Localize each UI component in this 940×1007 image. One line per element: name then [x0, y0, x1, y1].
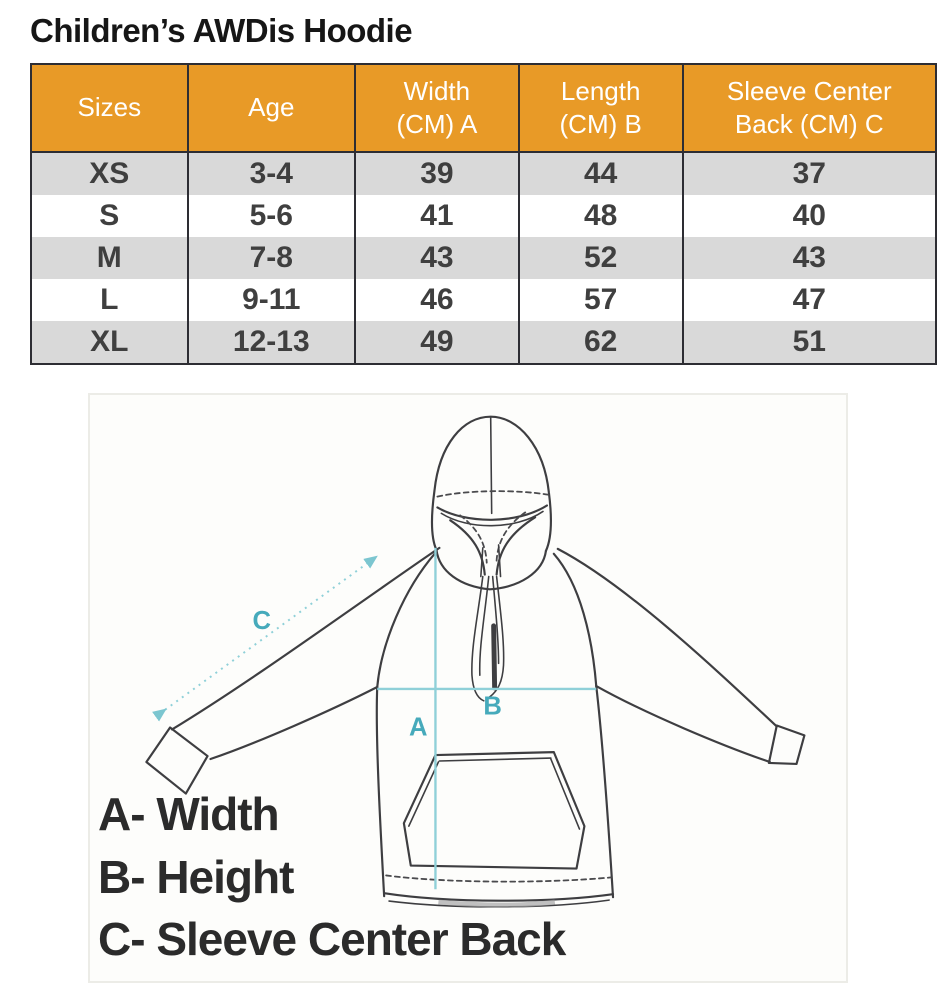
measure-label-a: A — [409, 713, 428, 741]
kangaroo-pocket — [402, 751, 586, 870]
table-row-l: L 9-11 46 57 47 — [31, 279, 936, 321]
header-text: (CM) B — [559, 109, 642, 139]
measurement-legend: A- Width B- Height C- Sleeve Center Back — [98, 783, 566, 971]
cell-sleeve: 47 — [681, 279, 936, 321]
right-sleeve — [552, 547, 806, 766]
cell-length: 57 — [517, 279, 683, 321]
col-header-width: Width (CM) A — [353, 64, 519, 153]
legend-item-width: A- Width — [98, 788, 280, 840]
col-header-length: Length (CM) B — [517, 64, 683, 153]
header-text: Width — [403, 75, 471, 106]
cell-length: 48 — [517, 195, 683, 237]
table-row-xl: XL 12-13 49 62 51 — [31, 321, 936, 364]
cell-width: 39 — [353, 152, 519, 195]
hoodie-measurement-diagram: A B C A- Width B- Height C- Sleeve Cente… — [88, 393, 848, 983]
size-table: Sizes Age Width (CM) A Length (CM) B Sleev… — [30, 63, 937, 365]
col-header-age: Age — [186, 64, 355, 153]
measurement-lines: A B C — [152, 547, 597, 890]
header-text: Age — [248, 92, 295, 123]
cell-age: 5-6 — [186, 195, 355, 237]
cell-width: 49 — [353, 321, 519, 364]
cell-sleeve: 51 — [681, 321, 936, 364]
cell-width: 46 — [353, 279, 519, 321]
size-table-header: Sizes Age Width (CM) A Length (CM) B Sleev… — [31, 64, 936, 153]
col-header-sizes: Sizes — [31, 64, 188, 153]
hood-outline — [430, 415, 553, 591]
measure-label-c: C — [253, 607, 272, 635]
cell-size: S — [31, 195, 188, 237]
cell-sleeve: 40 — [681, 195, 936, 237]
col-header-sleeve: Sleeve Center Back (CM) C — [681, 64, 936, 153]
table-row-xs: XS 3-4 39 44 37 — [31, 152, 936, 195]
cell-sleeve: 37 — [681, 152, 936, 195]
header-text: Length — [560, 75, 641, 106]
page-title: Children’s AWDis Hoodie — [30, 12, 413, 49]
cell-length: 62 — [517, 321, 683, 364]
cell-length: 52 — [517, 237, 683, 279]
left-sleeve — [145, 546, 441, 795]
cell-sleeve: 43 — [681, 237, 936, 279]
hoodie-line-art: A B C — [145, 415, 806, 908]
header-text: Sleeve Center — [726, 75, 892, 106]
cell-age: 3-4 — [186, 152, 355, 195]
cell-size: XS — [31, 152, 188, 195]
size-table-body: XS 3-4 39 44 37 S 5-6 41 48 40 M 7-8 43 … — [31, 152, 936, 364]
header-text: Back (CM) C — [734, 109, 884, 139]
cell-age: 9-11 — [186, 279, 355, 321]
table-row-m: M 7-8 43 52 43 — [31, 237, 936, 279]
legend-item-height: B- Height — [98, 850, 294, 903]
cell-width: 41 — [353, 195, 519, 237]
cell-age: 7-8 — [186, 237, 355, 279]
header-text: Sizes — [77, 92, 142, 123]
header-row: Sizes Age Width (CM) A Length (CM) B Sleev… — [31, 64, 936, 153]
measure-label-b: B — [483, 693, 502, 721]
cell-size: M — [31, 237, 188, 279]
table-row-s: S 5-6 41 48 40 — [31, 195, 936, 237]
cell-age: 12-13 — [186, 321, 355, 364]
cell-size: L — [31, 279, 188, 321]
hood-opening — [449, 511, 537, 578]
legend-item-sleeve: C- Sleeve Center Back — [98, 913, 566, 966]
cell-width: 43 — [353, 237, 519, 279]
cell-size: XL — [31, 321, 188, 364]
header-text: (CM) A — [396, 109, 478, 139]
cell-length: 44 — [517, 152, 683, 195]
drawstrings — [471, 575, 505, 702]
